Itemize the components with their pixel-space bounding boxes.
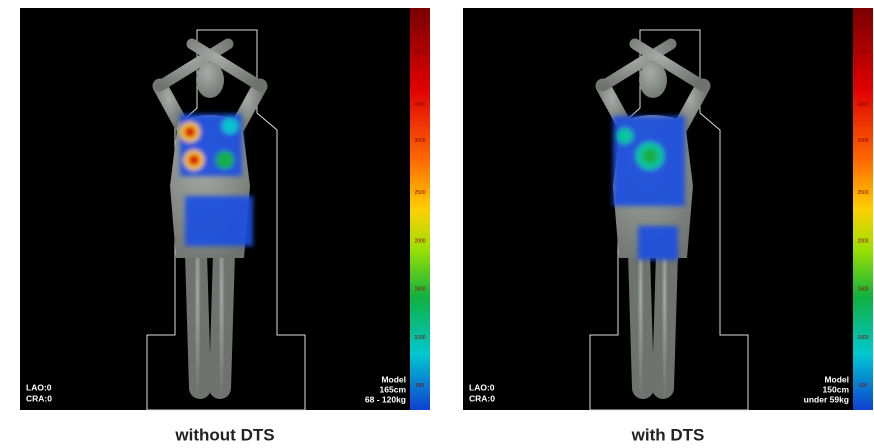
colorbar-label: 2000	[857, 238, 868, 244]
model-label: Model	[381, 374, 406, 384]
limb	[196, 253, 200, 388]
colorbar-label: 3000	[414, 138, 425, 144]
model-label: 68 - 120kg	[365, 394, 406, 404]
figure: LAO:0CRA:0Model165cm68 - 120kg1000080006…	[0, 0, 874, 448]
dose-region	[184, 126, 196, 138]
angle-label: CRA:0	[469, 393, 495, 403]
dose-region	[638, 226, 678, 260]
colorbar-label: 1000	[414, 335, 425, 341]
dose-region	[617, 128, 633, 144]
angle-label: LAO:0	[26, 382, 52, 392]
colorbar-label: 2500	[857, 190, 868, 196]
colorbar-label: 500	[859, 383, 868, 389]
colorbar-label: 10000	[856, 11, 870, 17]
model-label: under 59kg	[804, 394, 849, 404]
limb	[663, 253, 667, 388]
limb	[639, 253, 643, 388]
colorbar	[853, 8, 873, 410]
colorbar-label: 8000	[414, 23, 425, 29]
colorbar-label: 500	[416, 383, 425, 389]
dose-region	[185, 196, 253, 246]
colorbar-label: 8000	[857, 23, 868, 29]
angle-label: LAO:0	[469, 382, 495, 392]
colorbar-label: 1000	[857, 335, 868, 341]
head	[196, 62, 224, 98]
colorbar-label: 10000	[413, 11, 427, 17]
model-label: 150cm	[823, 384, 850, 394]
colorbar-label: 3000	[857, 138, 868, 144]
head	[639, 62, 667, 98]
model-label: Model	[824, 374, 849, 384]
colorbar-label: 1500	[414, 287, 425, 293]
angle-label: CRA:0	[26, 393, 52, 403]
colorbar-label: 4000	[414, 102, 425, 108]
colorbar-label: 6000	[414, 50, 425, 56]
model-label: 165cm	[380, 384, 407, 394]
dose-region	[216, 151, 234, 169]
dose-region	[222, 118, 238, 134]
colorbar	[410, 8, 430, 410]
colorbar-label: 6000	[857, 50, 868, 56]
dose-region	[188, 154, 200, 166]
colorbar-label: 4000	[857, 102, 868, 108]
dose-region	[642, 148, 658, 164]
limb	[220, 253, 224, 388]
colorbar-label: 1500	[857, 287, 868, 293]
colorbar-label: 2500	[414, 190, 425, 196]
caption: without DTS	[174, 425, 274, 444]
caption: with DTS	[631, 425, 705, 444]
colorbar-label: 2000	[414, 238, 425, 244]
